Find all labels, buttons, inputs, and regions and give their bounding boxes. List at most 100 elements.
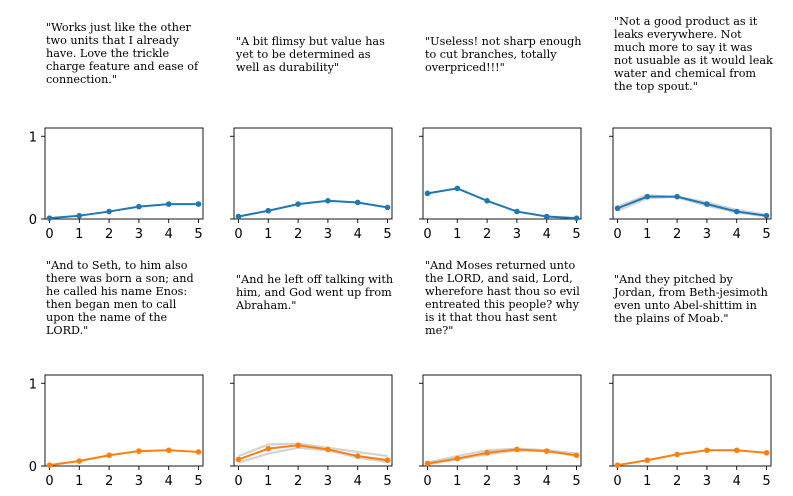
data-point: [573, 215, 580, 221]
quote-7: "And Moses returned unto the LORD, and s…: [425, 259, 580, 337]
data-point: [354, 199, 361, 206]
quote-4: "Not a good product as it leaks everywhe…: [614, 15, 773, 93]
subplot-3: 0 1 2 3 4 5: [419, 127, 582, 242]
x-tick-label: 2: [483, 474, 491, 489]
data-point: [733, 208, 740, 215]
series-line: [49, 203, 199, 220]
x-tick-label: 5: [762, 227, 770, 242]
data-point: [484, 449, 490, 456]
quote-3: "Useless! not sharp enough to cut branch…: [425, 35, 582, 74]
data-point: [354, 453, 361, 459]
data-point: [325, 198, 331, 204]
x-tick-label: 0: [45, 474, 53, 489]
x-tick-label: 5: [762, 474, 770, 489]
y-tick-label: 1: [29, 377, 37, 392]
x-tick-label: 2: [483, 227, 491, 242]
x-tick-label: 1: [643, 474, 651, 489]
x-tick-label: 3: [135, 227, 143, 242]
x-tick-label: 0: [423, 474, 431, 489]
data-point: [235, 213, 242, 220]
data-point: [235, 456, 242, 463]
y-tick-label: 1: [29, 130, 37, 145]
x-tick-label: 4: [165, 474, 173, 489]
x-tick-label: 2: [105, 227, 113, 242]
data-point: [136, 203, 142, 210]
x-tick-label: 3: [513, 227, 521, 242]
x-tick-label: 0: [423, 227, 431, 242]
x-tick-label: 2: [673, 474, 681, 489]
axes-frame: [233, 127, 393, 220]
data-point: [106, 452, 112, 459]
data-point: [76, 212, 83, 219]
axes-frame: [422, 127, 582, 220]
data-point: [674, 451, 680, 458]
x-tick-label: 2: [294, 227, 302, 242]
x-tick-label: 0: [234, 227, 242, 242]
data-point: [484, 198, 490, 204]
subplot-1: 0 1 0 1 2 3 4 5: [29, 127, 204, 242]
subplot-4: 0 1 2 3 4 5: [609, 127, 772, 242]
axes-frame: [233, 374, 393, 467]
data-point: [614, 205, 621, 212]
x-tick-label: 3: [324, 474, 332, 489]
quote-1: "Works just like the other two units tha…: [46, 21, 199, 86]
series-line: [427, 448, 577, 465]
data-point: [295, 201, 301, 207]
data-point: [106, 208, 112, 215]
x-tick-label: 5: [383, 474, 391, 489]
axes-frame: [612, 127, 772, 220]
data-point: [195, 449, 202, 455]
x-tick-label: 2: [105, 474, 113, 489]
x-tick-label: 4: [354, 227, 362, 242]
data-point: [265, 207, 272, 214]
series-line: [617, 449, 767, 467]
data-point: [384, 457, 391, 464]
data-point: [543, 448, 550, 454]
series-line: [238, 444, 388, 462]
data-point: [514, 208, 520, 215]
y-tick-label: 0: [29, 460, 37, 475]
data-point: [295, 442, 301, 449]
x-tick-label: 3: [135, 474, 143, 489]
x-tick-label: 4: [543, 227, 551, 242]
x-tick-label: 1: [453, 227, 461, 242]
x-tick-label: 3: [703, 227, 711, 242]
data-point: [614, 462, 621, 468]
data-point: [46, 215, 53, 221]
data-point: [704, 201, 710, 207]
x-tick-label: 1: [75, 474, 83, 489]
data-point: [674, 193, 680, 200]
x-tick-label: 3: [324, 227, 332, 242]
x-tick-label: 2: [294, 474, 302, 489]
x-tick-label: 1: [643, 227, 651, 242]
data-point: [195, 201, 202, 207]
series-line: [238, 199, 388, 218]
x-tick-label: 4: [354, 474, 362, 489]
x-tick-label: 0: [613, 227, 621, 242]
x-tick-label: 4: [543, 474, 551, 489]
data-point: [514, 446, 520, 453]
x-tick-label: 0: [613, 474, 621, 489]
data-point: [325, 446, 331, 453]
data-point: [704, 447, 710, 454]
x-tick-label: 4: [733, 227, 741, 242]
y-tick-label: 0: [29, 213, 37, 228]
x-tick-label: 3: [703, 474, 711, 489]
data-point: [573, 452, 580, 459]
axes-frame: [422, 374, 582, 467]
data-point: [543, 213, 550, 220]
subplot-5: 0 1 0 1 2 3 4 5: [29, 374, 204, 489]
data-point: [763, 449, 770, 456]
series-line: [49, 449, 199, 467]
data-point: [136, 448, 142, 454]
data-point: [424, 190, 431, 197]
quote-2: "A bit flimsy but value has yet to be de…: [236, 35, 385, 74]
data-point: [454, 455, 461, 462]
data-point: [384, 204, 391, 211]
data-point: [644, 193, 651, 200]
x-tick-label: 0: [45, 227, 53, 242]
x-tick-label: 4: [165, 227, 173, 242]
x-tick-label: 5: [194, 227, 202, 242]
x-tick-label: 5: [572, 227, 580, 242]
